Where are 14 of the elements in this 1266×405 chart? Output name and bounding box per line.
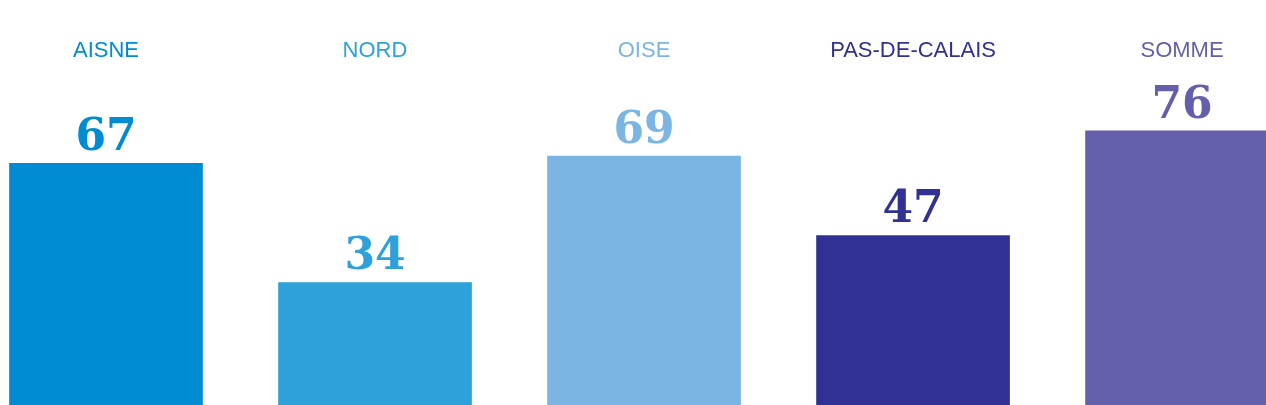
bar: [816, 235, 1010, 405]
data-label: 47: [882, 181, 944, 233]
x-tick-label: OISE: [617, 36, 671, 62]
x-tick-label: NORD: [342, 36, 408, 62]
x-tick-label: AISNE: [72, 36, 140, 62]
x-tick-label: SOMME: [1140, 36, 1224, 62]
data-label: 34: [344, 228, 406, 280]
bar: [278, 282, 472, 405]
bar: [547, 155, 741, 405]
x-tick-label: PAS-DE-CALAIS: [830, 36, 996, 62]
bar: [9, 163, 203, 405]
data-label: 67: [75, 109, 137, 161]
data-label: 69: [613, 101, 675, 153]
data-label: 76: [1151, 76, 1213, 128]
